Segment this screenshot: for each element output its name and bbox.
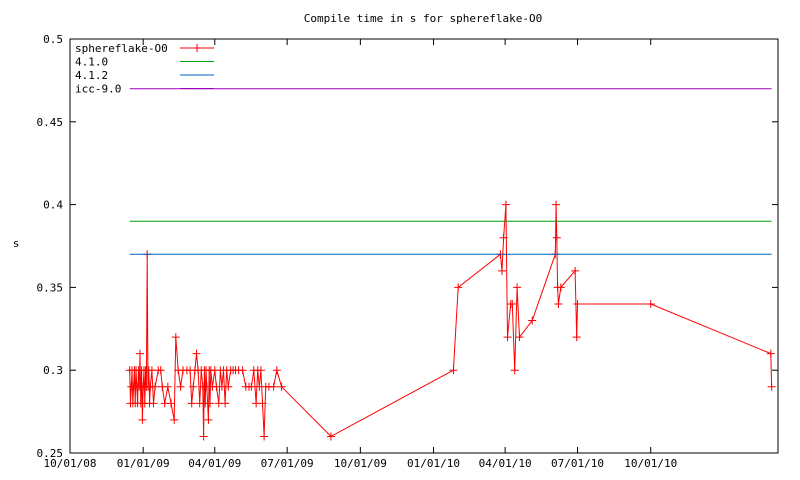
data-point xyxy=(187,399,196,408)
data-point xyxy=(136,349,145,358)
data-point xyxy=(571,266,580,275)
data-point xyxy=(247,382,256,391)
x-tick-label: 07/01/09 xyxy=(261,457,314,470)
y-tick-label: 0.3 xyxy=(43,364,63,377)
data-point xyxy=(508,299,517,308)
data-point xyxy=(454,283,463,292)
data-point xyxy=(204,415,213,424)
data-point xyxy=(513,283,522,292)
data-point xyxy=(497,266,506,275)
data-point xyxy=(766,349,775,358)
data-point xyxy=(515,333,524,342)
data-point xyxy=(167,399,176,408)
data-point xyxy=(554,299,563,308)
chart-title: Compile time in s for sphereflake-O0 xyxy=(304,12,542,25)
data-point xyxy=(170,415,179,424)
y-tick-label: 0.5 xyxy=(43,33,63,46)
y-tick-label: 0.4 xyxy=(43,199,63,212)
data-point xyxy=(501,200,510,209)
data-point xyxy=(499,233,508,242)
data-point xyxy=(221,399,230,408)
data-point xyxy=(552,200,561,209)
x-tick-label: 07/01/10 xyxy=(551,457,604,470)
legend-label: 4.1.0 xyxy=(75,56,108,69)
x-tick-label: 10/01/09 xyxy=(334,457,387,470)
data-point xyxy=(573,299,582,308)
data-point xyxy=(277,382,286,391)
data-point xyxy=(326,432,335,441)
legend-label: 4.1.2 xyxy=(75,69,108,82)
data-point xyxy=(646,299,655,308)
data-point xyxy=(258,399,267,408)
data-point xyxy=(176,382,185,391)
plot-area: 0.25 0.3 0.35 0.4 0.45 0.5 10/01/08 01/01/09 04/… xyxy=(37,33,779,470)
data-point xyxy=(224,382,233,391)
data-point xyxy=(189,382,198,391)
y-axis-label: s xyxy=(13,237,20,250)
data-point xyxy=(552,233,561,242)
data-point xyxy=(151,382,160,391)
data-point xyxy=(156,366,165,375)
data-point xyxy=(260,432,269,441)
legend-marker xyxy=(193,44,201,52)
data-point xyxy=(192,349,201,358)
data-point xyxy=(163,382,172,391)
data-point xyxy=(199,432,208,441)
data-point xyxy=(572,333,581,342)
data-point xyxy=(149,399,158,408)
data-point xyxy=(269,382,278,391)
series-0 xyxy=(125,200,776,441)
x-tick-label: 04/01/09 xyxy=(188,457,241,470)
legend-label: icc-9.0 xyxy=(75,83,121,96)
legend-label: sphereflake-O0 xyxy=(75,42,168,55)
y-tick-label: 0.25 xyxy=(37,447,64,460)
data-point xyxy=(556,283,565,292)
data-point xyxy=(272,366,281,375)
data-point xyxy=(449,366,458,375)
x-tick-label: 10/01/10 xyxy=(624,457,677,470)
data-point xyxy=(206,399,215,408)
y-tick-label: 0.45 xyxy=(37,116,64,129)
data-point xyxy=(510,366,519,375)
x-tick-label: 01/01/10 xyxy=(407,457,460,470)
data-point xyxy=(503,333,512,342)
data-point xyxy=(767,382,776,391)
data-point xyxy=(238,366,247,375)
series-line xyxy=(129,204,773,438)
x-tick-label: 04/01/10 xyxy=(479,457,532,470)
data-point xyxy=(138,415,147,424)
data-point xyxy=(528,316,537,325)
x-tick-label: 10/01/08 xyxy=(44,457,97,470)
data-point xyxy=(171,333,180,342)
y-tick-label: 0.35 xyxy=(37,281,64,294)
plot-frame xyxy=(69,38,779,454)
x-tick-label: 01/01/09 xyxy=(117,457,170,470)
data-point xyxy=(256,366,265,375)
